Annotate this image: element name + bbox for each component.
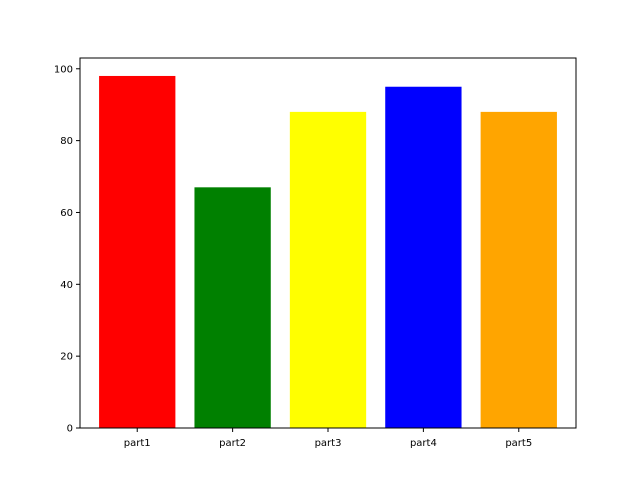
x-tick-label: part2 — [219, 438, 246, 449]
bar-part3 — [289, 111, 367, 428]
y-axis-ticks: 0 20 40 60 80 100 — [54, 64, 80, 435]
y-tick-label: 0 — [67, 424, 73, 435]
plot-frame — [79, 57, 577, 429]
bar-part1 — [99, 75, 176, 429]
y-tick-label: 20 — [60, 352, 73, 363]
y-tick-label: 100 — [54, 64, 73, 75]
x-axis-ticks: part1 part2 part3 part4 part5 — [124, 428, 532, 449]
x-tick-label: part1 — [124, 438, 151, 449]
bar-part4 — [385, 86, 462, 429]
bars-group — [99, 75, 557, 429]
bar-part2 — [194, 187, 271, 428]
y-tick-label: 80 — [60, 136, 73, 147]
x-tick-label: part4 — [410, 438, 437, 449]
bar-part5 — [480, 111, 557, 428]
y-tick-label: 40 — [60, 280, 73, 291]
x-tick-label: part5 — [505, 438, 532, 449]
y-tick-label: 60 — [60, 208, 73, 219]
x-tick-label: part3 — [315, 438, 342, 449]
